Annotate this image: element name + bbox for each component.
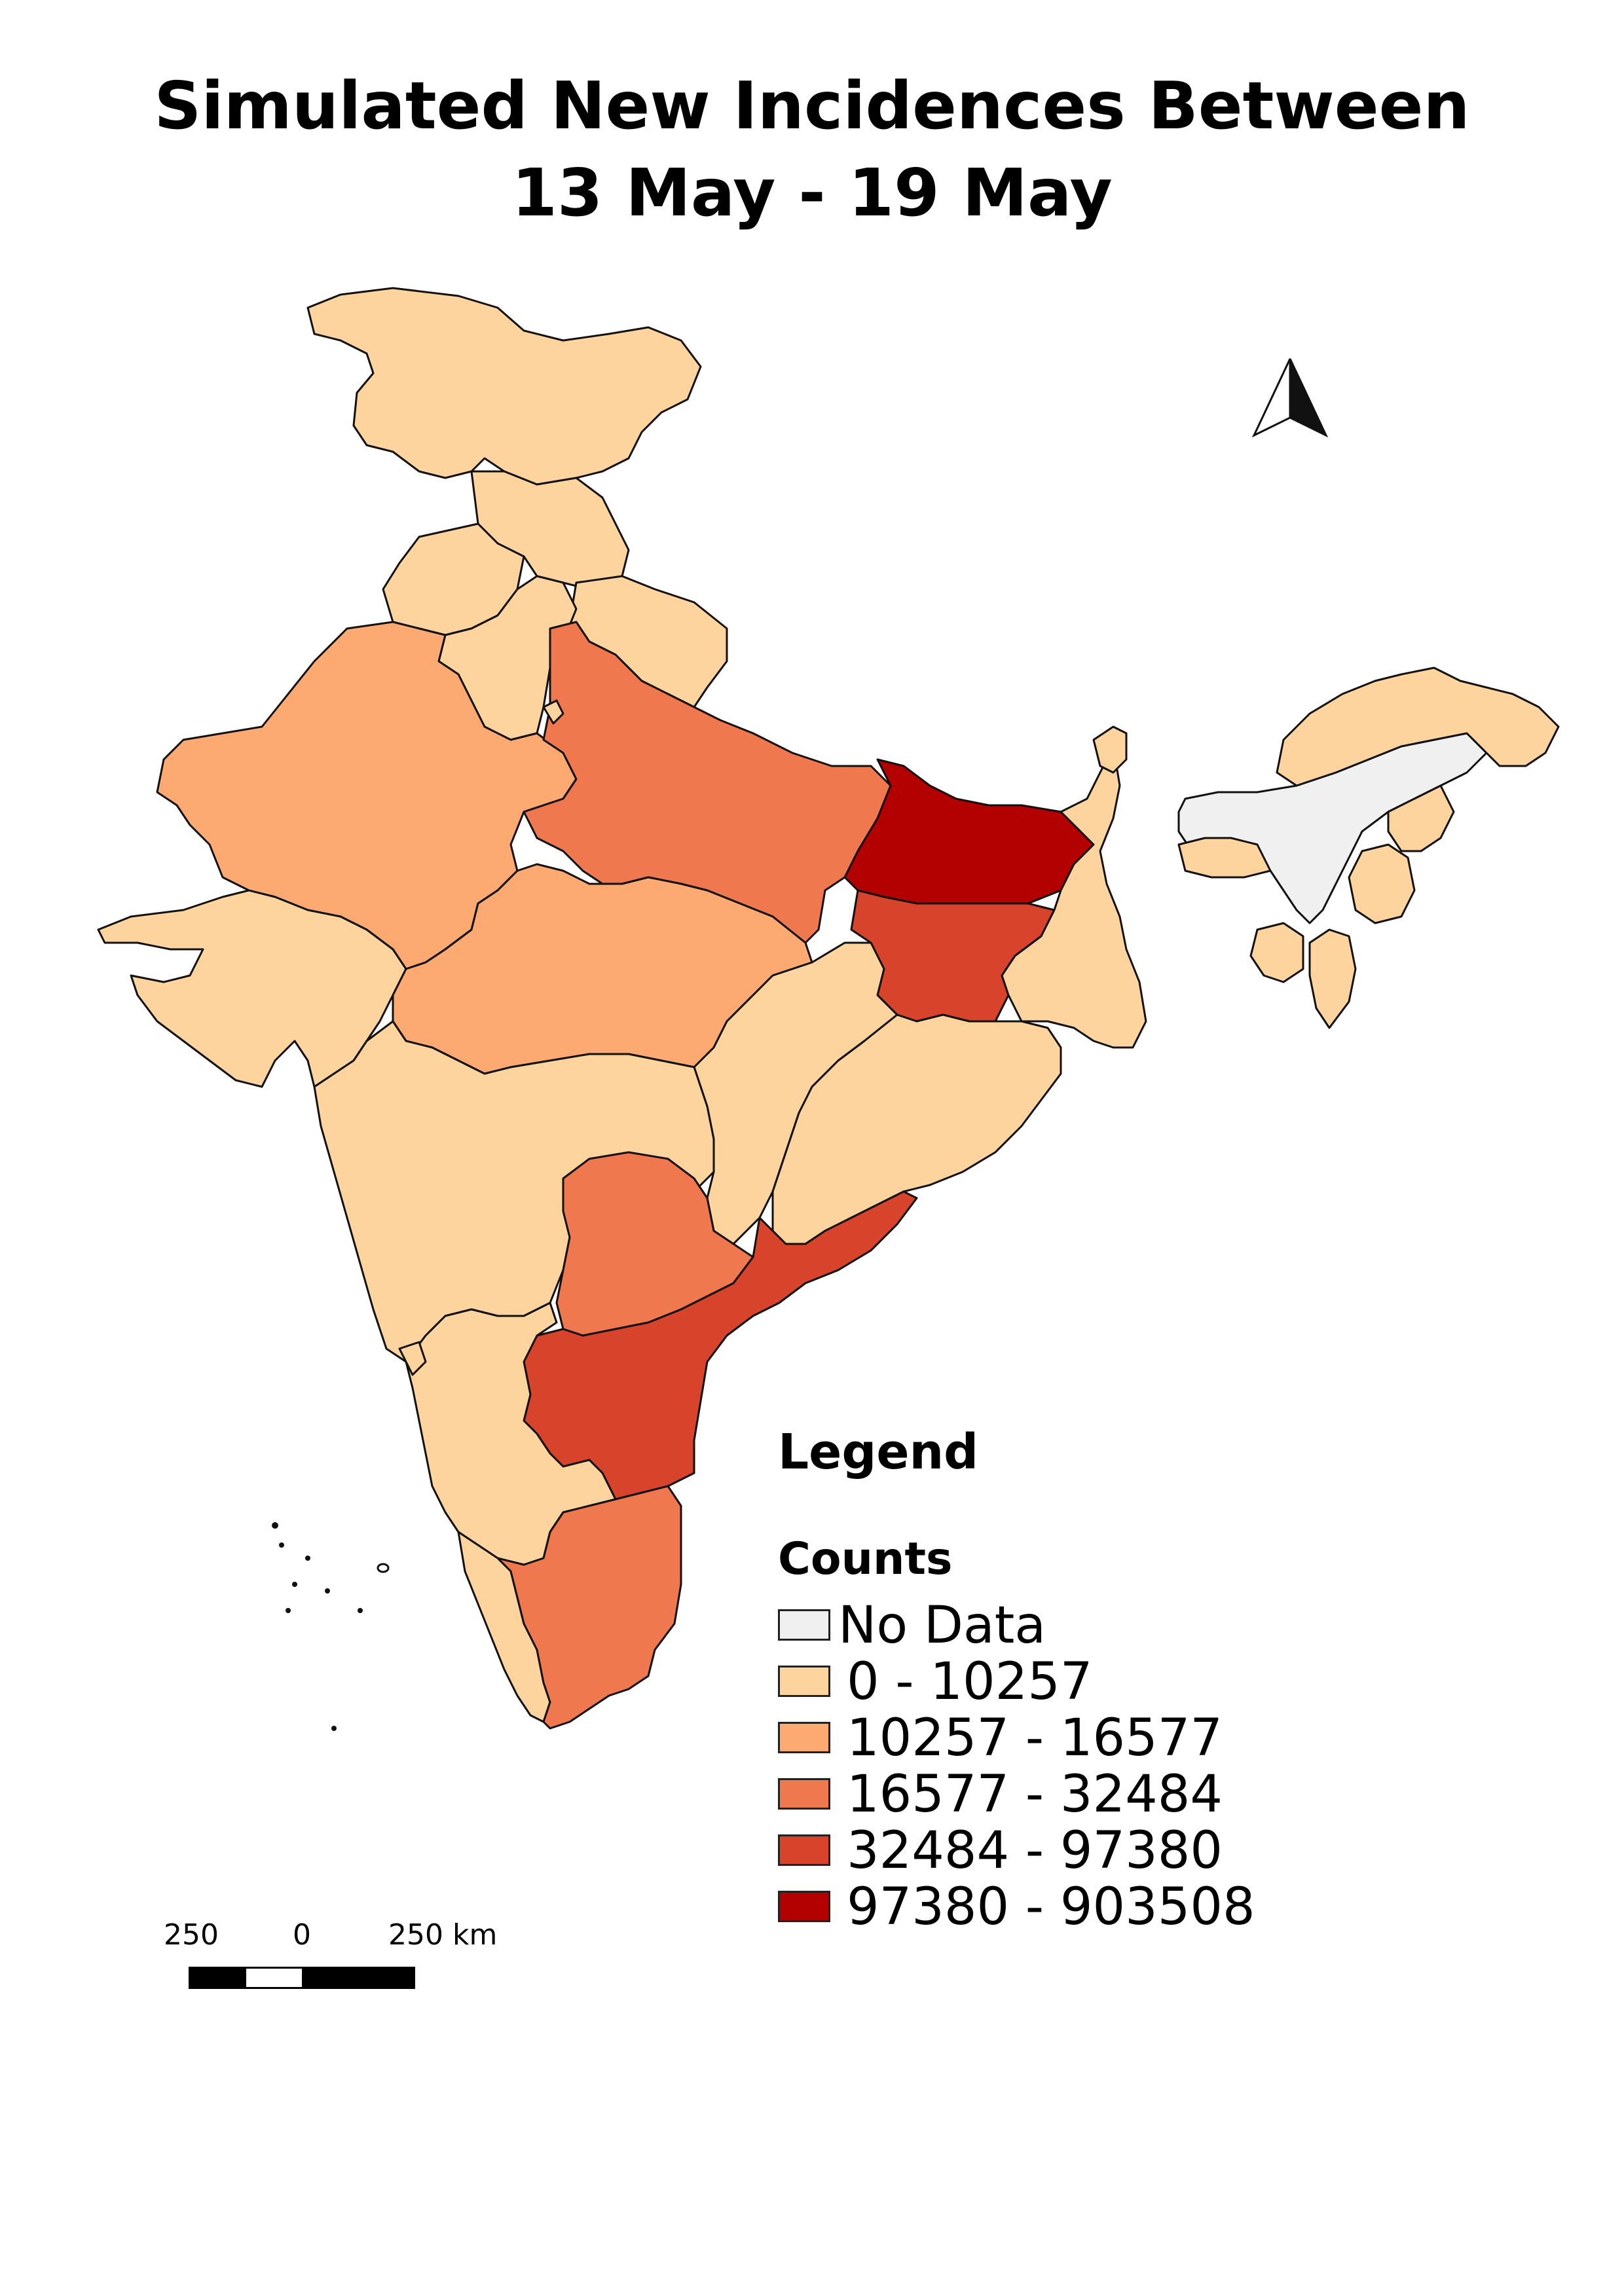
scale-segment (302, 1969, 413, 1987)
legend-swatch (778, 1609, 830, 1641)
region-tamil-nadu (496, 1485, 682, 1730)
map-title-line-1: Simulated New Incidences Between (154, 67, 1470, 144)
region-nagaland (1387, 784, 1455, 852)
legend-label: 16577 - 32484 (847, 1765, 1223, 1824)
island-dot (292, 1582, 297, 1587)
island-dot (331, 1726, 337, 1731)
state-regions (97, 287, 1560, 1730)
legend-swatch (778, 1778, 830, 1810)
scale-label-zero: 0 (293, 1918, 311, 1952)
legend-subtitle: Counts (778, 1533, 953, 1585)
island-markers (272, 1522, 390, 1731)
scale-bar (189, 1967, 415, 1989)
island-dot (358, 1608, 363, 1613)
region-manipur (1348, 843, 1416, 924)
north-arrow-right-half (1289, 358, 1329, 438)
legend-swatch (778, 1891, 830, 1922)
legend-swatch (778, 1722, 830, 1753)
island-dot (305, 1556, 310, 1561)
region-meghalaya (1177, 837, 1272, 879)
north-arrow-icon (1251, 358, 1329, 438)
scale-segment (246, 1969, 302, 1987)
region-goa (398, 1341, 427, 1376)
region-delhi (542, 699, 564, 725)
legend-label: No Data (838, 1596, 1046, 1655)
region-gujarat (97, 889, 407, 1088)
scale-label-left: 250 (164, 1918, 219, 1952)
region-west-bengal (1001, 745, 1147, 1049)
region-arunachal (1276, 666, 1560, 787)
island-dot (286, 1608, 291, 1613)
region-karnataka (405, 1302, 617, 1566)
map-title-line-2: 13 May - 19 May (511, 155, 1113, 231)
legend-label: 10257 - 16577 (847, 1709, 1223, 1768)
island-dot (325, 1588, 330, 1594)
north-arrow-left-half (1251, 358, 1291, 438)
legend-swatch (778, 1834, 830, 1866)
region-jammu-kashmir (306, 287, 702, 486)
legend-label: 97380 - 903508 (847, 1878, 1255, 1937)
legend-label: 32484 - 97380 (847, 1821, 1223, 1880)
region-odisha (771, 1013, 1062, 1245)
island-dot (377, 1563, 390, 1573)
region-bihar (843, 758, 1095, 905)
scale-label-right: 250 km (388, 1918, 498, 1952)
island-dot (272, 1522, 278, 1529)
legend-title: Legend (778, 1424, 979, 1480)
region-sikkim (1092, 725, 1128, 774)
legend-label: 0 - 10257 (847, 1652, 1093, 1711)
legend-swatch (778, 1666, 830, 1697)
scale-segment (191, 1969, 246, 1987)
region-tripura (1249, 922, 1304, 983)
region-mizoram (1308, 928, 1357, 1029)
island-dot (279, 1542, 284, 1548)
